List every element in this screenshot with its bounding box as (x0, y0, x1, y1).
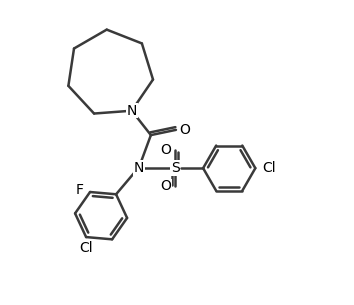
Text: O: O (179, 123, 190, 137)
Text: N: N (133, 161, 144, 175)
Text: Cl: Cl (262, 161, 275, 175)
Text: N: N (126, 104, 137, 118)
Text: O: O (160, 179, 171, 193)
Text: Cl: Cl (79, 241, 93, 255)
Text: O: O (160, 143, 171, 157)
Text: F: F (76, 183, 84, 197)
Text: S: S (171, 161, 179, 175)
